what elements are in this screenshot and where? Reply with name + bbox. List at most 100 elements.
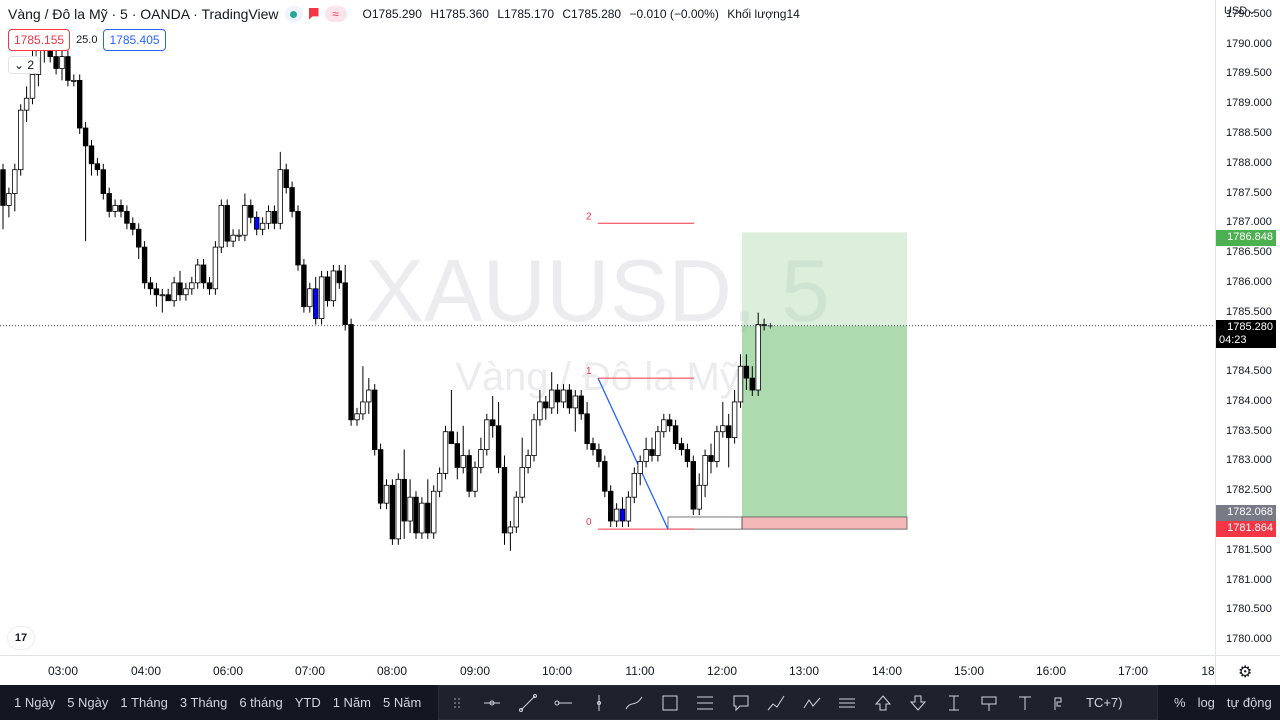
range-button[interactable]: 5 Năm [383,695,422,710]
horizontal-ray-icon[interactable] [546,685,582,720]
candle-body [472,467,478,492]
candle [513,491,519,533]
candle-body [714,431,720,462]
candle [578,390,584,420]
fib-trend-line[interactable] [597,377,669,530]
candle [702,449,708,498]
current-price-tag: 1785.280 04:23 [1216,320,1276,348]
horizontal-line-icon[interactable] [475,685,511,720]
candle-body [507,526,514,534]
candle-body [743,365,750,379]
price-label: 1780.000 [1226,633,1272,646]
target-zone-upper[interactable] [742,232,907,326]
range-button[interactable]: 5 Ngày [67,695,109,710]
currency-selector[interactable]: USD⌄ [1224,4,1256,17]
range-button[interactable]: 3 Tháng [179,695,228,710]
fib-retracement-icon[interactable] [688,685,724,720]
candle [549,372,555,414]
buy-button[interactable]: 1785.405 [103,29,166,51]
range-button[interactable]: YTD [294,695,321,710]
candle-body [59,56,65,69]
candle [212,241,219,295]
price-axis[interactable]: USD⌄ 1790.500 1790.000 1789.500 1789.000 178… [1215,0,1280,655]
candle-body [171,282,177,302]
sell-button[interactable]: 1785.155 [8,29,71,51]
stop-zone[interactable] [741,516,908,530]
candle-body [206,282,213,290]
price-label: 1783.000 [1226,454,1272,467]
candle [613,503,620,527]
candle-body [442,431,449,474]
candle-body [106,193,112,212]
price-label: 1786.500 [1226,246,1272,259]
pitchfork-icon[interactable] [1043,685,1079,720]
candle [661,413,667,438]
candle [106,187,112,218]
time-label: 03:00 [47,664,79,678]
candle [519,437,525,504]
timezone-button[interactable]: TC+7) [1086,695,1123,710]
target-zone-filled[interactable] [742,325,907,517]
range-button[interactable]: 1 Tháng [120,695,168,710]
candle [218,199,224,254]
market-status-icon[interactable] [284,6,303,22]
arrow-down-icon[interactable] [901,685,937,720]
drag-handle-icon[interactable] [439,685,475,720]
indicators-collapse-button[interactable]: ⌄ 2 [8,56,41,74]
trend-line-icon[interactable] [510,685,546,720]
candle-body [696,484,702,510]
log-scale-button[interactable]: log [1197,695,1215,710]
parallel-lines-icon[interactable] [830,685,866,720]
tradingview-logo-icon[interactable]: 17 [8,627,34,649]
candle [271,205,278,230]
vertical-line-icon[interactable] [581,685,617,720]
candlestick-chart[interactable]: 2 1 0 + [0,0,1215,655]
high-value: H1785.360 [430,7,489,21]
text-icon[interactable] [1007,685,1043,720]
candle [525,449,531,474]
rectangle-icon[interactable] [652,685,688,720]
candle [100,163,106,200]
candle [448,390,455,445]
range-button[interactable]: 6 tháng [239,695,283,710]
percent-scale-button[interactable]: % [1174,695,1186,710]
price-range-icon[interactable] [936,685,972,720]
candle [501,455,508,545]
flag-icon[interactable] [308,8,319,20]
candle [625,491,632,527]
note-icon[interactable] [972,685,1008,720]
symbol-title[interactable]: Vàng / Đô la Mỹ · 5 · OANDA · TradingVie… [8,6,279,22]
candle [12,163,18,212]
gear-icon[interactable]: ⚙ [1238,664,1253,681]
long-position-icon[interactable] [759,685,795,720]
candle-body [312,288,319,319]
candle-body [407,496,413,522]
brush-icon[interactable] [617,685,653,720]
candle [442,425,449,480]
candle [312,276,319,325]
candle-body [53,56,59,69]
candle-body [23,97,30,111]
candle-body [165,294,171,302]
candle [77,74,83,134]
time-label: 17:00 [1117,664,1149,678]
candle-body [242,205,248,236]
price-label: 1782.500 [1226,484,1272,497]
candle [242,193,248,242]
callout-icon[interactable] [723,685,759,720]
time-axis[interactable]: 03:00 04:00 06:00 07:00 08:00 09:00 10:00 11:00… [0,655,1215,685]
auto-scale-button[interactable]: tự động [1226,695,1272,710]
candle-body [661,419,667,433]
candle-body [436,472,443,492]
entry-marker[interactable] [667,516,743,530]
time-label: 14:00 [871,664,903,678]
range-button[interactable]: 1 Năm [332,695,372,710]
candle [460,425,466,474]
range-button[interactable]: 1 Ngày [14,695,56,710]
arrow-up-icon[interactable] [865,685,901,720]
data-delay-icon[interactable]: ≈ [324,6,347,22]
candle [608,485,614,527]
path-icon[interactable] [794,685,830,720]
